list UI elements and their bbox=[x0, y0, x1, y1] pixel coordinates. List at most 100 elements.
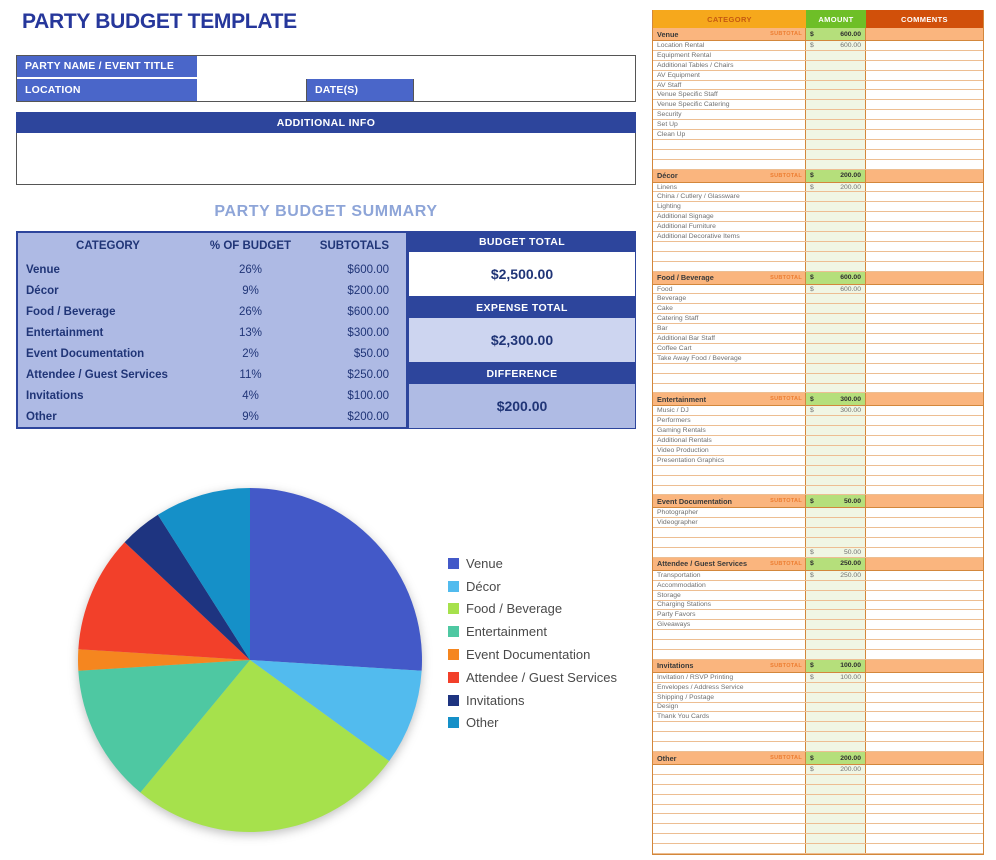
item-comments-cell[interactable] bbox=[866, 640, 983, 649]
item-label-cell[interactable]: Additional Tables / Chairs bbox=[653, 60, 806, 70]
section-comments-cell[interactable] bbox=[866, 752, 983, 764]
item-label-cell[interactable]: Clean Up bbox=[653, 130, 806, 139]
item-label-cell[interactable]: Equipment Rental bbox=[653, 50, 806, 60]
item-comments-cell[interactable] bbox=[866, 610, 983, 620]
item-comments-cell[interactable] bbox=[866, 600, 983, 610]
item-comments-cell[interactable] bbox=[866, 465, 983, 475]
item-comments-cell[interactable] bbox=[866, 445, 983, 455]
item-label-cell[interactable] bbox=[653, 538, 806, 547]
item-comments-cell[interactable] bbox=[866, 692, 983, 702]
item-label-cell[interactable] bbox=[653, 732, 806, 742]
item-amount-cell[interactable] bbox=[806, 508, 866, 518]
item-label-cell[interactable]: Cake bbox=[653, 304, 806, 314]
additional-info-input[interactable] bbox=[16, 133, 636, 185]
item-label-cell[interactable]: Transportation bbox=[653, 570, 806, 580]
item-amount-cell[interactable] bbox=[806, 784, 866, 794]
item-label-cell[interactable]: Invitation / RSVP Printing bbox=[653, 672, 806, 682]
item-comments-cell[interactable] bbox=[866, 192, 983, 202]
item-label-cell[interactable]: Thank You Cards bbox=[653, 712, 806, 722]
item-label-cell[interactable] bbox=[653, 241, 806, 251]
item-amount-cell[interactable] bbox=[806, 80, 866, 90]
item-comments-cell[interactable] bbox=[866, 222, 983, 232]
item-comments-cell[interactable] bbox=[866, 284, 983, 294]
item-comments-cell[interactable] bbox=[866, 528, 983, 538]
item-amount-cell[interactable] bbox=[806, 445, 866, 455]
item-amount-cell[interactable] bbox=[806, 630, 866, 640]
item-label-cell[interactable]: Security bbox=[653, 110, 806, 120]
item-label-cell[interactable] bbox=[653, 261, 806, 271]
item-comments-cell[interactable] bbox=[866, 774, 983, 784]
item-amount-cell[interactable] bbox=[806, 353, 866, 363]
item-comments-cell[interactable] bbox=[866, 406, 983, 416]
item-label-cell[interactable]: Linens bbox=[653, 182, 806, 192]
item-amount-cell[interactable] bbox=[806, 518, 866, 528]
item-comments-cell[interactable] bbox=[866, 100, 983, 110]
item-amount-cell[interactable] bbox=[806, 600, 866, 610]
item-label-cell[interactable]: Additional Decorative Items bbox=[653, 232, 806, 241]
item-label-cell[interactable] bbox=[653, 722, 806, 732]
item-amount-cell[interactable] bbox=[806, 436, 866, 445]
item-comments-cell[interactable] bbox=[866, 110, 983, 120]
item-comments-cell[interactable] bbox=[866, 794, 983, 804]
item-comments-cell[interactable] bbox=[866, 765, 983, 774]
item-label-cell[interactable]: AV Staff bbox=[653, 80, 806, 90]
item-amount-cell[interactable] bbox=[806, 804, 866, 814]
item-comments-cell[interactable] bbox=[866, 436, 983, 445]
item-comments-cell[interactable] bbox=[866, 373, 983, 383]
section-subtotal-amount-cell[interactable]: $600.00 bbox=[806, 28, 866, 40]
item-amount-cell[interactable] bbox=[806, 120, 866, 130]
item-comments-cell[interactable] bbox=[866, 742, 983, 751]
item-amount-cell[interactable]: $250.00 bbox=[806, 570, 866, 580]
item-label-cell[interactable] bbox=[653, 824, 806, 834]
item-comments-cell[interactable] bbox=[866, 455, 983, 465]
item-comments-cell[interactable] bbox=[866, 251, 983, 261]
item-amount-cell[interactable] bbox=[806, 314, 866, 324]
item-comments-cell[interactable] bbox=[866, 475, 983, 485]
item-amount-cell[interactable] bbox=[806, 722, 866, 732]
item-label-cell[interactable] bbox=[653, 373, 806, 383]
item-label-cell[interactable]: Photographer bbox=[653, 508, 806, 518]
item-comments-cell[interactable] bbox=[866, 90, 983, 100]
item-comments-cell[interactable] bbox=[866, 712, 983, 722]
item-comments-cell[interactable] bbox=[866, 590, 983, 600]
item-comments-cell[interactable] bbox=[866, 149, 983, 159]
item-comments-cell[interactable] bbox=[866, 426, 983, 436]
item-label-cell[interactable] bbox=[653, 251, 806, 261]
item-amount-cell[interactable] bbox=[806, 70, 866, 80]
item-amount-cell[interactable] bbox=[806, 416, 866, 426]
item-amount-cell[interactable] bbox=[806, 640, 866, 649]
item-label-cell[interactable]: Performers bbox=[653, 416, 806, 426]
item-label-cell[interactable]: Shipping / Postage bbox=[653, 692, 806, 702]
item-label-cell[interactable]: Videographer bbox=[653, 518, 806, 528]
item-comments-cell[interactable] bbox=[866, 304, 983, 314]
item-comments-cell[interactable] bbox=[866, 804, 983, 814]
item-label-cell[interactable]: Gaming Rentals bbox=[653, 426, 806, 436]
item-comments-cell[interactable] bbox=[866, 630, 983, 640]
item-comments-cell[interactable] bbox=[866, 814, 983, 824]
item-amount-cell[interactable] bbox=[806, 241, 866, 251]
item-label-cell[interactable]: Accommodation bbox=[653, 580, 806, 590]
item-label-cell[interactable] bbox=[653, 149, 806, 159]
item-amount-cell[interactable] bbox=[806, 814, 866, 824]
item-comments-cell[interactable] bbox=[866, 139, 983, 149]
section-subtotal-amount-cell[interactable]: $300.00 bbox=[806, 393, 866, 406]
item-label-cell[interactable]: Coffee Cart bbox=[653, 343, 806, 353]
item-label-cell[interactable] bbox=[653, 765, 806, 774]
party-name-input[interactable] bbox=[197, 56, 635, 79]
item-comments-cell[interactable] bbox=[866, 518, 983, 528]
item-label-cell[interactable]: Giveaways bbox=[653, 620, 806, 630]
item-label-cell[interactable] bbox=[653, 640, 806, 649]
item-comments-cell[interactable] bbox=[866, 70, 983, 80]
item-comments-cell[interactable] bbox=[866, 232, 983, 241]
item-amount-cell[interactable] bbox=[806, 682, 866, 692]
section-subtotal-amount-cell[interactable]: $250.00 bbox=[806, 557, 866, 570]
item-amount-cell[interactable]: $50.00 bbox=[806, 547, 866, 557]
item-amount-cell[interactable] bbox=[806, 334, 866, 343]
item-comments-cell[interactable] bbox=[866, 353, 983, 363]
item-amount-cell[interactable] bbox=[806, 373, 866, 383]
item-amount-cell[interactable] bbox=[806, 304, 866, 314]
item-label-cell[interactable] bbox=[653, 649, 806, 659]
item-comments-cell[interactable] bbox=[866, 485, 983, 495]
item-comments-cell[interactable] bbox=[866, 580, 983, 590]
item-comments-cell[interactable] bbox=[866, 334, 983, 343]
